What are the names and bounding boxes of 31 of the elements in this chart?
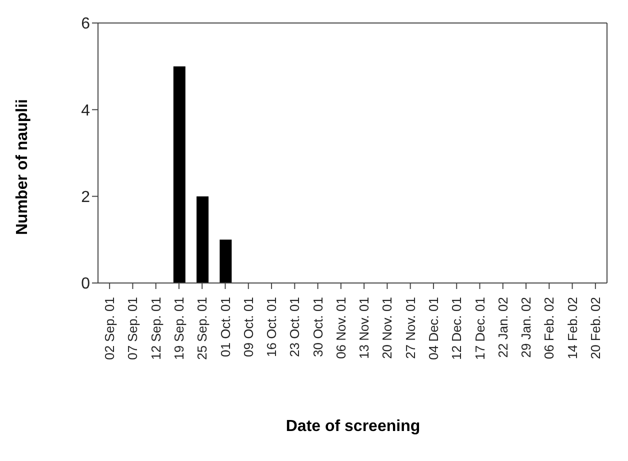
x-tick-label: 17 Dec. 01 — [472, 297, 488, 360]
x-tick-label: 20 Feb. 02 — [588, 297, 603, 360]
x-tick-label: 09 Oct. 01 — [240, 297, 256, 357]
x-tick-label: 01 Oct. 01 — [218, 297, 233, 357]
x-tick-label: 25 Sep. 01 — [194, 297, 210, 360]
x-tick-label: 20 Nov. 01 — [380, 297, 395, 359]
x-tick-label: 06 Nov. 01 — [333, 297, 348, 359]
bar — [196, 196, 209, 283]
x-tick-label: 04 Dec. 01 — [426, 297, 441, 360]
y-tick-label: 6 — [81, 16, 90, 33]
x-tick-label: 12 Sep. 01 — [148, 297, 164, 360]
x-tick-label: 02 Sep. 01 — [102, 297, 118, 360]
x-tick-label: 13 Nov. 01 — [356, 297, 372, 359]
x-tick-label: 22 Jan. 02 — [495, 297, 510, 358]
x-tick-label: 16 Oct. 01 — [264, 297, 280, 357]
x-axis-title: Date of screening — [284, 418, 422, 436]
x-tick-label: 29 Jan. 02 — [518, 297, 534, 358]
bar — [220, 240, 232, 283]
y-tick-label: 2 — [81, 189, 90, 206]
bar — [173, 66, 186, 283]
x-tick-label: 27 Nov. 01 — [402, 297, 418, 359]
y-tick-label: 4 — [81, 102, 90, 120]
y-tick-label: 0 — [81, 276, 90, 293]
x-tick-label: 14 Feb. 02 — [564, 297, 580, 360]
y-axis-title: Number of nauplii — [14, 99, 32, 235]
x-tick-label: 23 Oct. 01 — [287, 297, 302, 357]
x-tick-label: 30 Oct. 01 — [310, 297, 326, 357]
x-tick-label: 06 Feb. 02 — [542, 297, 557, 360]
x-tick-label: 07 Sep. 01 — [125, 297, 140, 360]
x-tick-label: 12 Dec. 01 — [449, 297, 464, 360]
x-tick-label: 19 Sep. 01 — [171, 297, 186, 360]
